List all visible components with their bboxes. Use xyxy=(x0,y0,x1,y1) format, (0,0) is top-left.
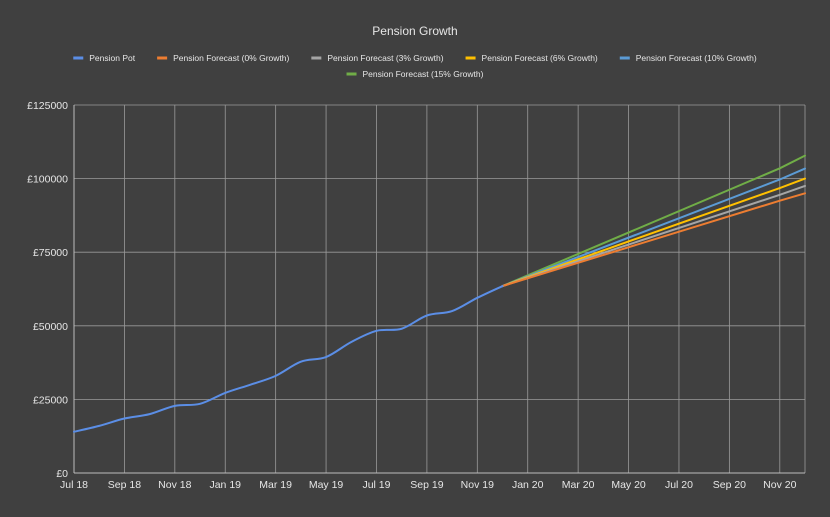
series-line-pension-forecast-3-growth xyxy=(501,184,806,288)
x-tick-label: Nov 19 xyxy=(461,479,494,491)
legend-item-pension-forecast-10-growth: Pension Forecast (10% Growth) xyxy=(619,53,757,63)
x-tick-label: May 20 xyxy=(611,479,646,491)
series-line-pension-forecast-0-growth xyxy=(501,192,806,288)
series-line-pension-forecast-10-growth xyxy=(501,167,806,288)
legend-label: Pension Pot xyxy=(89,53,135,63)
y-tick-label: £0 xyxy=(56,468,68,480)
x-tick-label: Jan 20 xyxy=(512,479,544,491)
chart-title: Pension Growth xyxy=(372,24,457,38)
x-tick-label: Nov 20 xyxy=(763,479,796,491)
x-tick-label: Sep 19 xyxy=(410,479,443,491)
y-tick-label: £100000 xyxy=(27,174,68,186)
legend-item-pension-forecast-15-growth: Pension Forecast (15% Growth) xyxy=(346,69,484,79)
legend-label: Pension Forecast (15% Growth) xyxy=(363,69,484,79)
x-tick-label: Jul 19 xyxy=(362,479,390,491)
y-tick-label: £25000 xyxy=(33,394,68,406)
x-tick-label: Mar 19 xyxy=(259,479,292,491)
legend-label: Pension Forecast (3% Growth) xyxy=(327,53,443,63)
legend-item-pension-pot: Pension Pot xyxy=(73,53,136,63)
axes: £0 £25000 £50000 £75000 £100000 £125000 Jul 18… xyxy=(27,100,805,491)
legend: Pension Pot Pension Forecast (0% Growth) P… xyxy=(73,53,757,79)
legend-label: Pension Forecast (6% Growth) xyxy=(482,53,598,63)
gridlines xyxy=(73,104,806,473)
x-tick-label: Sep 18 xyxy=(108,479,141,491)
series-lines xyxy=(73,154,806,433)
legend-item-pension-forecast-6-growth: Pension Forecast (6% Growth) xyxy=(465,53,598,63)
y-tick-label: £125000 xyxy=(27,100,68,112)
legend-item-pension-forecast-0-growth: Pension Forecast (0% Growth) xyxy=(157,53,289,63)
series-line-pension-pot xyxy=(73,285,504,433)
x-tick-label: Jul 20 xyxy=(665,479,693,491)
series-line-pension-forecast-6-growth xyxy=(501,177,806,288)
y-tick-label: £75000 xyxy=(33,247,68,259)
x-tick-label: May 19 xyxy=(309,479,344,491)
x-tick-label: Jan 19 xyxy=(209,479,241,491)
legend-label: Pension Forecast (10% Growth) xyxy=(636,53,757,63)
x-tick-label: Mar 20 xyxy=(562,479,595,491)
x-tick-label: Sep 20 xyxy=(713,479,746,491)
y-tick-label: £50000 xyxy=(33,321,68,333)
series-line-pension-forecast-15-growth xyxy=(501,154,806,288)
x-tick-label: Nov 18 xyxy=(158,479,191,491)
legend-item-pension-forecast-3-growth: Pension Forecast (3% Growth) xyxy=(311,53,444,63)
x-tick-label: Jul 18 xyxy=(60,479,88,491)
legend-label: Pension Forecast (0% Growth) xyxy=(173,53,289,63)
